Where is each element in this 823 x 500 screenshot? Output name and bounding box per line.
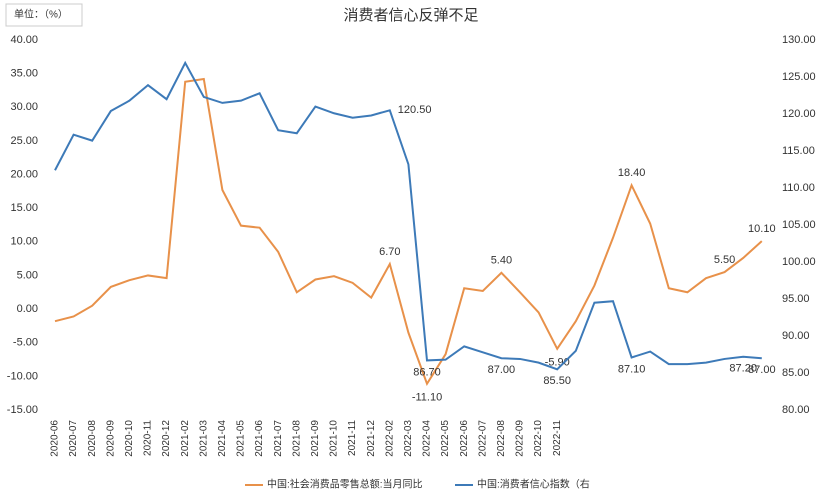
x-tick-label: 2021-10 [329, 420, 340, 457]
x-tick-label: 2022-07 [477, 420, 488, 457]
y2-tick-label: 85.00 [782, 367, 810, 379]
legend-label: 中国:社会消费品零售总额:当月同比 [267, 478, 423, 491]
y2-tick-label: 100.00 [782, 256, 816, 268]
unit-note: 单位：（%） [14, 8, 68, 21]
x-tick-label: 2021-12 [366, 420, 377, 457]
x-tick-label: 2021-08 [291, 420, 302, 457]
x-tick-label: 2020-09 [105, 420, 116, 457]
y2-tick-label: 115.00 [782, 145, 815, 157]
y-tick-label: 5.00 [17, 269, 38, 281]
x-tick-label: 2020-11 [143, 420, 154, 456]
y-tick-label: 35.00 [10, 68, 38, 80]
y-tick-label: 40.00 [10, 34, 38, 46]
x-tick-label: 2021-06 [254, 420, 265, 457]
data-label: 10.10 [748, 223, 776, 235]
x-tick-label: 2020-10 [124, 420, 135, 457]
x-tick-label: 2020-06 [50, 420, 61, 457]
data-label: 85.50 [543, 375, 571, 387]
series-line [54, 77, 763, 387]
y2-tick-label: 125.00 [782, 71, 816, 83]
data-label: -5.90 [545, 357, 570, 369]
x-tick-label: 2021-03 [198, 420, 209, 457]
x-tick-label: 2020-12 [161, 420, 172, 457]
x-tick-label: 2020-07 [68, 420, 79, 457]
legend-label: 中国:消费者信心指数（右 [477, 478, 590, 491]
x-tick-label: 2021-05 [236, 420, 247, 457]
x-tick-label: 2020-08 [87, 420, 98, 457]
y-tick-label: 15.00 [10, 202, 38, 214]
y2-tick-label: 90.00 [782, 330, 810, 342]
data-label: -11.10 [412, 392, 442, 404]
y-tick-label: -15.00 [7, 404, 38, 416]
data-label: 87.00 [748, 364, 776, 376]
unit-box [5, 3, 83, 27]
x-tick-label: 2021-07 [273, 420, 284, 457]
data-label: 87.20 [729, 363, 757, 375]
x-tick-label: 2022-08 [496, 420, 507, 457]
y-tick-label: 20.00 [10, 168, 38, 180]
data-label: 6.70 [379, 246, 400, 258]
data-label: 120.50 [398, 104, 432, 116]
x-tick-label: 2022-10 [533, 420, 544, 457]
x-tick-label: 2022-03 [403, 420, 414, 457]
y-tick-label: 0.00 [17, 303, 38, 315]
y-tick-label: -5.00 [13, 337, 38, 349]
x-tick-label: 2021-09 [310, 420, 321, 457]
y2-tick-label: 80.00 [782, 404, 810, 416]
x-tick-label: 2022-06 [459, 420, 470, 457]
chart-title: 消费者信心反弹不足 [343, 7, 478, 24]
y2-tick-label: 110.00 [782, 182, 815, 194]
y2-tick-label: 120.00 [782, 108, 816, 120]
data-label: 5.50 [714, 254, 735, 266]
data-label: 18.40 [618, 167, 646, 179]
data-label: 86.70 [413, 366, 441, 378]
x-tick-label: 2021-02 [180, 420, 191, 457]
y-tick-label: 30.00 [10, 101, 38, 113]
series-line [54, 60, 762, 371]
data-label: 5.40 [491, 255, 512, 267]
y-tick-label: 10.00 [10, 236, 38, 248]
y2-tick-label: 95.00 [782, 293, 810, 305]
data-label: 87.10 [618, 363, 646, 375]
x-tick-label: 2022-02 [384, 420, 395, 457]
y2-tick-label: 105.00 [782, 219, 816, 231]
x-tick-label: 2022-05 [440, 420, 451, 457]
y2-tick-label: 130.00 [782, 34, 816, 46]
y-tick-label: -10.00 [7, 370, 38, 382]
x-tick-label: 2022-09 [515, 420, 526, 457]
y-tick-label: 25.00 [10, 135, 38, 147]
data-label: 87.00 [488, 364, 516, 376]
x-tick-label: 2022-11 [552, 420, 563, 456]
x-tick-label: 2021-04 [217, 420, 228, 457]
x-tick-label: 2022-04 [422, 420, 433, 457]
x-tick-label: 2021-11 [347, 420, 358, 456]
